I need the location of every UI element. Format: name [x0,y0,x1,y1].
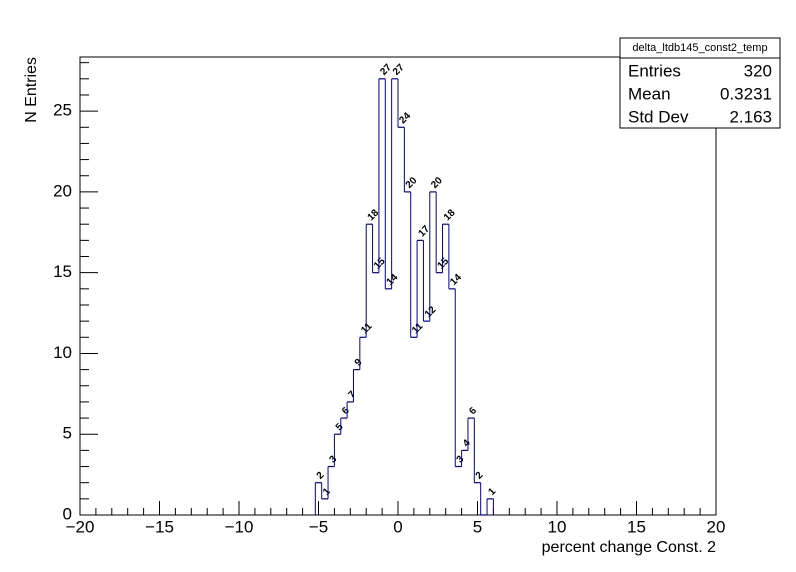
y-axis-title: N Entries [23,57,40,123]
x-tick-label: 0 [393,517,402,536]
stats-label: Entries [628,61,681,80]
stats-value: 0.3231 [720,84,772,103]
stats-value: 320 [744,61,772,80]
y-tick-label: 20 [53,181,72,200]
stats-label: Std Dev [628,107,689,126]
x-tick-label: −5 [309,517,328,536]
stats-box: delta_ltdb145_const2_temp Entries 320 Me… [619,37,781,129]
y-tick-label: 15 [53,262,72,281]
stats-frame [619,37,781,129]
x-tick-label: −10 [225,517,254,536]
x-tick-label: −20 [66,517,95,536]
x-tick-label: 5 [473,517,482,536]
x-tick-label: 10 [548,517,567,536]
stats-title: delta_ltdb145_const2_temp [632,42,767,54]
x-tick-label: 15 [627,517,646,536]
x-axis-title: percent change Const. 2 [542,539,716,556]
stats-value: 2.163 [729,107,772,126]
x-tick-label: −15 [145,517,174,536]
y-tick-label: 5 [63,424,72,443]
y-tick-label: 25 [53,101,72,120]
y-tick-label: 0 [63,504,72,523]
y-tick-label: 10 [53,343,72,362]
x-tick-label: 20 [707,517,726,536]
stats-label: Mean [628,84,671,103]
